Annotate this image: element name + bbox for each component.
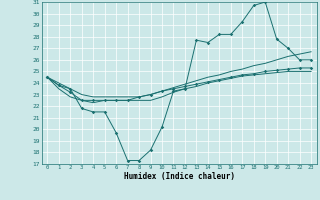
X-axis label: Humidex (Indice chaleur): Humidex (Indice chaleur) — [124, 172, 235, 181]
